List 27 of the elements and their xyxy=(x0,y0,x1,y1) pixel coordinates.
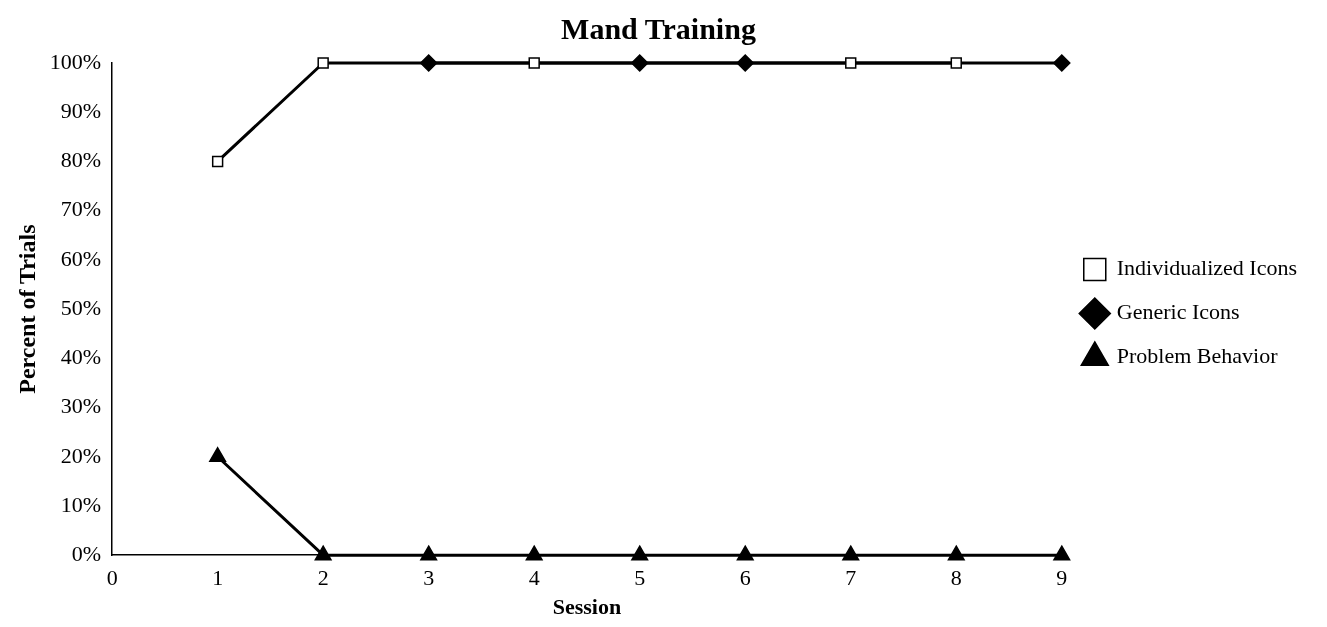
y-tick-label: 30% xyxy=(60,393,102,419)
y-tick-label: 100% xyxy=(49,48,102,74)
y-tick-label: 10% xyxy=(60,491,102,517)
x-axis-title: Session xyxy=(552,594,622,620)
y-tick-label: 20% xyxy=(60,442,102,468)
y-tick-label: 60% xyxy=(60,245,102,271)
x-tick-label: 8 xyxy=(950,565,962,591)
x-tick-label: 3 xyxy=(423,565,435,591)
y-tick-label: 40% xyxy=(60,344,102,370)
x-tick-label: 6 xyxy=(739,565,751,591)
y-tick-label: 70% xyxy=(60,196,102,222)
x-tick-label: 2 xyxy=(317,565,329,591)
y-tick-label: 0% xyxy=(71,540,102,566)
x-tick-label: 0 xyxy=(106,565,118,591)
x-tick-label: 4 xyxy=(528,565,540,591)
legend-label: Generic Icons xyxy=(1116,299,1240,325)
y-tick-label: 80% xyxy=(60,147,102,173)
y-axis-title: Percent of Trials xyxy=(13,224,40,394)
x-tick-label: 1 xyxy=(212,565,224,591)
x-tick-label: 9 xyxy=(1056,565,1068,591)
x-tick-label: 7 xyxy=(845,565,857,591)
legend-label: Problem Behavior xyxy=(1116,343,1279,369)
x-tick-label: 5 xyxy=(634,565,646,591)
y-tick-label: 90% xyxy=(60,98,102,123)
chart-title: Mand Training xyxy=(561,11,756,45)
legend-label: Individualized Icons xyxy=(1116,255,1298,281)
y-tick-label: 50% xyxy=(60,294,102,320)
